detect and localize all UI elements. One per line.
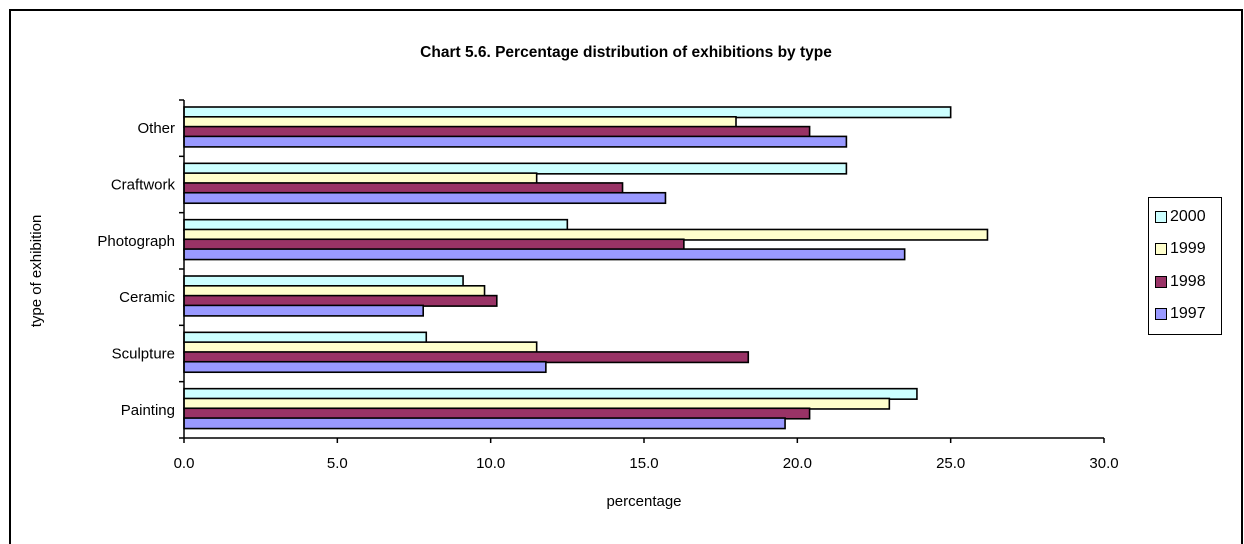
bar-other-1997: [183, 135, 848, 148]
legend: 2000 1999 1998 1997: [1148, 197, 1222, 335]
category-label-other: Other: [137, 120, 175, 137]
bar-painting-2000: [183, 387, 918, 400]
category-label-painting: Painting: [121, 402, 175, 419]
bar-photograph-2000: [183, 218, 569, 231]
bar-ceramic-2000: [183, 275, 464, 288]
bar-other-1998: [183, 125, 811, 138]
y-axis-label: type of exhibition: [28, 215, 45, 328]
bar-photograph-1999: [183, 228, 989, 241]
legend-item-1999: 1999: [1155, 238, 1206, 260]
legend-swatch-1998: [1155, 276, 1167, 288]
bar-craftwork-1997: [183, 191, 667, 205]
bar-painting-1997: [183, 417, 786, 430]
bar-ceramic-1999: [183, 284, 486, 298]
bar-sculpture-1998: [183, 351, 750, 364]
bar-ceramic-1997: [183, 304, 424, 317]
x-tick-label: 10.0: [476, 455, 505, 472]
bar-other-1999: [183, 116, 737, 129]
legend-item-1997: 1997: [1155, 303, 1206, 325]
category-label-ceramic: Ceramic: [119, 289, 175, 306]
bar-craftwork-1998: [183, 182, 624, 195]
legend-swatch-2000: [1155, 211, 1167, 223]
x-tick-label: 5.0: [327, 455, 348, 472]
bars-group: [183, 106, 989, 430]
category-label-sculpture: Sculpture: [112, 346, 175, 363]
bar-ceramic-1998: [183, 294, 498, 307]
bar-sculpture-1999: [183, 341, 538, 354]
chart-title: Chart 5.6. Percentage distribution of ex…: [420, 44, 832, 61]
x-tick-label: 25.0: [936, 455, 965, 472]
category-label-photograph: Photograph: [97, 233, 175, 250]
x-axis-label: percentage: [606, 493, 681, 510]
bar-painting-1998: [183, 407, 811, 420]
legend-item-2000: 2000: [1155, 206, 1206, 228]
bar-painting-1999: [183, 397, 891, 410]
legend-swatch-1999: [1155, 243, 1167, 255]
bar-sculpture-1997: [183, 360, 547, 374]
axes-group: Other Craftwork Photograph Ceramic Sculpture…: [97, 99, 1119, 472]
x-tick-label: 0.0: [174, 455, 195, 472]
legend-label-1998: 1998: [1170, 273, 1206, 290]
x-tick-label: 20.0: [783, 455, 812, 472]
legend-swatch-1997: [1155, 308, 1167, 320]
bar-photograph-1998: [183, 238, 685, 251]
x-tick-label: 15.0: [629, 455, 658, 472]
bar-sculpture-2000: [183, 331, 428, 344]
category-label-craftwork: Craftwork: [111, 177, 176, 194]
legend-label-2000: 2000: [1170, 208, 1206, 225]
bar-photograph-1997: [183, 248, 906, 261]
legend-item-1998: 1998: [1155, 271, 1206, 293]
legend-label-1999: 1999: [1170, 240, 1206, 257]
bar-craftwork-1999: [183, 172, 538, 185]
bar-other-2000: [183, 106, 952, 119]
bar-craftwork-2000: [183, 162, 848, 175]
x-tick-label: 30.0: [1089, 455, 1118, 472]
legend-label-1997: 1997: [1170, 305, 1206, 322]
